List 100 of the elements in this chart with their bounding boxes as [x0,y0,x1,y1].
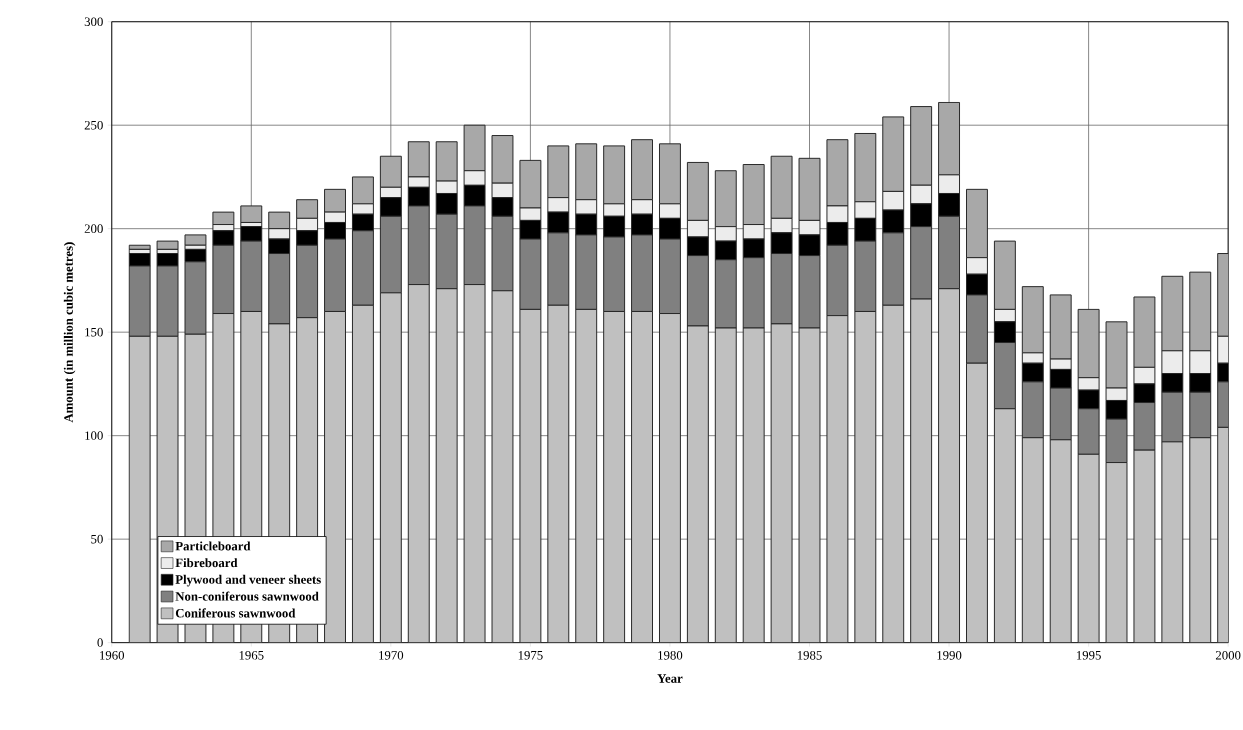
bar [993,240,1016,310]
bar [966,294,988,364]
x-axis-title: Year [657,674,683,683]
bar [212,211,235,225]
x-tick-label: 1975 [518,650,543,660]
bar [379,215,402,294]
legend-label: Plywood and veneer sheets [175,574,321,587]
bar [464,284,486,643]
bar [296,244,319,318]
bar [156,240,179,250]
bar [351,230,374,306]
bar [492,290,513,643]
bar [1049,387,1072,441]
bar [631,311,653,643]
bar [1078,454,1100,643]
legend-label: Non-coniferous sawnwood [175,591,319,601]
bar [854,311,876,643]
x-tick-label: 1995 [1076,650,1101,660]
bar [1077,308,1100,378]
bar [938,215,961,289]
legend-label: Fibreboard [175,557,238,567]
bar [966,362,988,643]
bar [1105,321,1128,389]
bar [715,327,737,643]
bar [631,234,653,312]
bar [351,203,374,215]
bar [993,341,1016,410]
y-tick-label: 200 [84,224,103,233]
bar [1050,439,1072,643]
bar [1049,294,1072,360]
bar [324,311,346,643]
bar [771,323,793,643]
bar [408,284,430,643]
y-tick-label: 100 [85,431,103,440]
bar [575,198,598,215]
bar [296,198,319,219]
bar [882,232,905,306]
bar [658,238,681,314]
bar [631,198,653,215]
bar [658,203,681,219]
y-tick-label: 0 [97,638,103,647]
bar [380,292,402,643]
bar [1189,437,1211,643]
bar [547,232,570,306]
bar [910,203,933,227]
bar [1106,462,1127,643]
bar [1077,408,1100,455]
bar [379,196,402,217]
bar [882,305,904,643]
bar [240,240,263,312]
bar [352,305,374,643]
bar [575,309,597,643]
x-tick-label: 1980 [658,650,683,660]
bar [268,211,291,229]
bar [994,408,1016,643]
bar [519,309,541,643]
x-tick-label: 1960 [100,650,125,660]
bar [1161,441,1183,643]
bar [184,234,207,246]
bar [966,188,988,258]
bar [1021,285,1044,354]
bar [575,234,598,310]
bar [799,327,820,643]
bar [268,252,291,325]
bar [1133,449,1155,643]
bar [938,192,961,217]
bar [436,288,458,643]
bar [1189,372,1212,393]
bar [938,288,960,643]
bar [129,336,151,643]
legend-label: Particleboard [175,541,251,551]
bar [1189,271,1212,352]
bar [1022,437,1044,643]
bar [296,230,319,246]
y-axis-title: Amount (in million cubic metres) [63,242,76,423]
bar [687,325,709,643]
bar [1161,275,1184,352]
x-tick-label: 1970 [379,650,404,660]
bar [1133,296,1156,368]
bar [603,203,626,217]
bar [686,254,709,327]
x-tick-label: 1965 [239,650,264,660]
bar [547,305,569,643]
bar [1189,350,1212,374]
bar [184,261,207,335]
bar [407,205,430,285]
y-tick-label: 50 [91,534,103,544]
y-tick-label: 300 [84,17,103,26]
bar [743,327,765,643]
x-tick-label: 1985 [797,650,822,660]
y-tick-label: 150 [85,327,103,337]
y-tick-label: 250 [84,120,103,130]
bar [603,311,625,643]
bar [659,313,681,643]
bar [351,176,374,205]
bar [240,205,263,223]
bar [966,256,988,275]
bar [1021,381,1044,438]
x-tick-label: 1990 [937,650,962,660]
bar [324,238,346,312]
